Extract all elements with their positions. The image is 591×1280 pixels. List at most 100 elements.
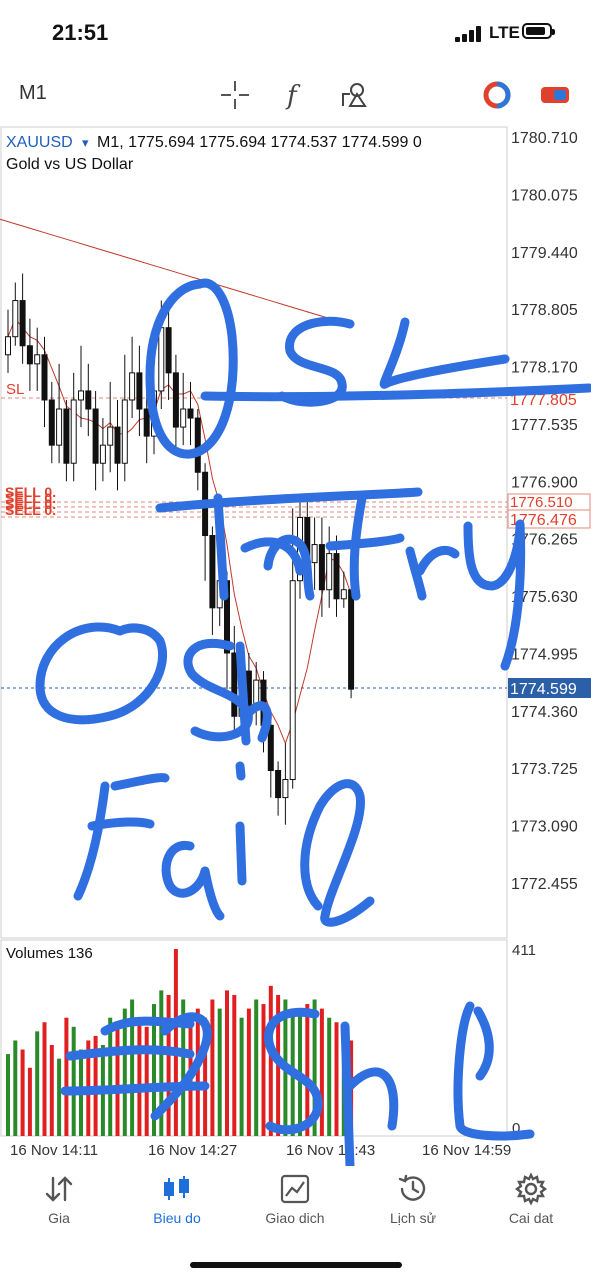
handwritten-s (277, 316, 355, 407)
price-axis[interactable]: 1780.710 1780.075 1779.440 1778.805 1778.170… (511, 130, 578, 893)
candle (85, 363, 92, 437)
price-tick-13: 1773.090 (511, 819, 578, 836)
candle (318, 517, 325, 617)
volume-bar (108, 1017, 113, 1136)
handwritten-b (235, 641, 272, 746)
time-axis[interactable]: 16 Nov 14:11 16 Nov 14:27 16 Nov 14:43 16 N… (10, 1142, 511, 1159)
trade-color-icon[interactable] (480, 78, 514, 112)
handwritten-e (213, 493, 305, 601)
nav-settings[interactable]: Cai dat (476, 1172, 586, 1226)
volume-bar (64, 1017, 69, 1136)
volume-bar (166, 994, 171, 1136)
quotes-arrows-icon (45, 1176, 73, 1202)
price-tick-8: 1776.265 (511, 532, 578, 549)
volume-bar (137, 1017, 142, 1136)
handwritten-f (73, 773, 170, 901)
candle (34, 327, 41, 391)
volume-bar (268, 985, 273, 1136)
entry-price-tag: 1776.476 (510, 512, 577, 529)
price-tick-6: 1777.535 (511, 417, 578, 434)
candle (92, 390, 99, 491)
candle (63, 399, 70, 482)
crosshair-icon[interactable] (218, 78, 252, 112)
nav-trade[interactable]: Giao dich (240, 1172, 350, 1226)
nav-quotes-label: Gia (48, 1210, 70, 1226)
nav-trade-label: Giao dich (265, 1210, 325, 1226)
nav-quotes[interactable]: Gia (4, 1172, 114, 1226)
hidden-price-tag: 1776.510 (510, 494, 573, 511)
price-chart[interactable]: XAUUSD ▾ M1, 1775.694 1775.694 1774.537 … (0, 126, 591, 1166)
handwritten-y (463, 519, 526, 671)
sl-price-tag: 1777.805 (510, 392, 577, 409)
volume-bar (261, 1004, 266, 1136)
chart-toolbar: M1 f (0, 66, 591, 124)
price-tick-7: 1776.900 (511, 474, 578, 491)
sl-price-tag-bg (509, 392, 589, 406)
bottom-navigation: Gia Bieu do Giao dich Lịch sử Cai dat (0, 1166, 591, 1280)
candle (187, 381, 194, 446)
candle (253, 662, 260, 726)
candle (26, 318, 33, 391)
candle (180, 372, 187, 446)
candles-icon (164, 1176, 189, 1200)
objects-icon[interactable] (338, 78, 372, 112)
indicators-icon[interactable]: f (278, 78, 312, 112)
candle (340, 571, 347, 608)
volume-bar (130, 999, 135, 1136)
volume-bar (115, 1022, 120, 1136)
candle (48, 381, 55, 464)
price-tick-11: 1774.360 (511, 704, 578, 721)
time-tick-2: 16 Nov 14:43 (286, 1142, 375, 1159)
current-price-tag: 1774.599 (510, 681, 577, 698)
volume-bar (27, 1067, 32, 1136)
volume-bar (35, 1031, 40, 1136)
volume-bar (122, 1008, 127, 1136)
candle (129, 336, 136, 419)
chart-canvas[interactable]: XAUUSD ▾ M1, 1775.694 1775.694 1774.537 … (0, 126, 591, 1166)
candle (70, 372, 77, 482)
candle (311, 517, 318, 590)
candle (326, 526, 333, 608)
handwritten-arrow-head (150, 1012, 212, 1121)
one-click-trading-icon[interactable] (538, 78, 572, 112)
volume-bar (312, 999, 317, 1136)
circle-mark (145, 278, 238, 459)
nav-history-label: Lịch sử (390, 1210, 436, 1226)
nav-history[interactable]: Lịch sử (358, 1172, 468, 1226)
nav-chart[interactable]: Bieu do (122, 1172, 232, 1226)
current-price-tag-box (508, 678, 591, 698)
volumes-label: Volumes 136 (6, 945, 93, 962)
sl-underline (200, 383, 591, 402)
trade-chart-icon (280, 1174, 310, 1204)
price-tick-9: 1775.630 (511, 589, 578, 606)
time-tick-0: 16 Nov 14:11 (10, 1142, 98, 1159)
time-tick-1: 16 Nov 14:27 (148, 1142, 237, 1159)
volume-bar (319, 1008, 324, 1136)
symbol-dropdown-icon[interactable]: ▾ (82, 135, 89, 150)
volume-bar (181, 999, 186, 1136)
sell-label-4: SELL 0. (5, 502, 56, 518)
handwritten-s2 (183, 638, 253, 742)
network-label: LTE (489, 23, 520, 42)
candle (41, 336, 48, 428)
nav-chart-label: Bieu do (153, 1210, 201, 1226)
candle (275, 761, 282, 816)
volume-bar (20, 1049, 25, 1136)
time-tick-3: 16 Nov 14:59 (422, 1142, 511, 1159)
volume-bar (327, 1017, 332, 1136)
candle (136, 345, 143, 437)
volume-pane-frame (0, 939, 508, 1137)
volume-bar (232, 994, 237, 1136)
candle (172, 354, 179, 455)
symbol-label[interactable]: XAUUSD (6, 134, 73, 151)
volume-bars-group (6, 949, 354, 1136)
handwritten-l (379, 317, 510, 389)
candle (202, 463, 209, 581)
sell-label-3: SELL 0. (5, 496, 56, 512)
handwritten-r (405, 545, 460, 601)
volume-bar (13, 1040, 18, 1136)
sell-label-2: SELL 0. (5, 490, 56, 506)
volume-bar (57, 1058, 62, 1136)
timeframe-button[interactable]: M1 (19, 82, 47, 104)
price-tick-4: 1778.170 (511, 360, 578, 377)
